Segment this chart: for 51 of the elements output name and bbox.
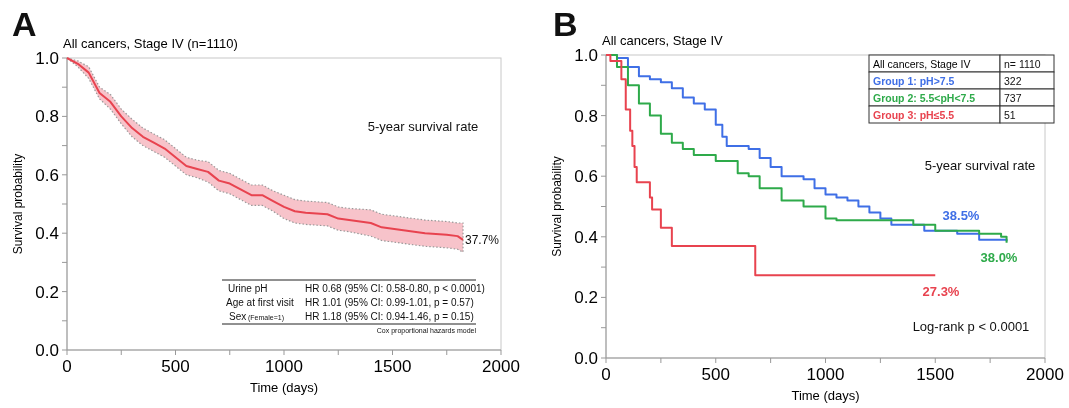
text: Group 1: pH>7.5: [873, 74, 955, 87]
y-tick-label: 0.4: [574, 227, 598, 247]
annotation: 322: [1004, 75, 1022, 87]
annotation: HR 1.01 (95% CI: 0.99-1.01, p = 0.57): [305, 297, 474, 308]
text: B: [553, 5, 578, 43]
text: Group 2: 5.5<pH<7.5: [873, 91, 976, 104]
x-tick-label: 1500: [373, 357, 412, 376]
x-tick-label: 0: [601, 365, 611, 384]
annotation: 737: [1004, 92, 1022, 104]
y-tick-label: 1.0: [574, 46, 598, 65]
y-tick-label: 0.0: [35, 341, 59, 360]
text: Group 3: pH≤5.5: [873, 108, 955, 121]
annotation: Log-rank p < 0.0001: [912, 319, 1030, 334]
annotation: n= 1110: [1004, 58, 1041, 70]
annotation: 38.0%: [980, 250, 1018, 265]
x-tick-label: 1500: [916, 365, 955, 384]
y-tick-label: 0.8: [574, 106, 598, 126]
x-tick-label: 0: [62, 357, 72, 376]
y-tick-label: 0.2: [35, 282, 59, 302]
y-tick-label: 0.0: [574, 349, 598, 368]
x-axis-title: Time (days): [249, 380, 319, 395]
y-tick-label: 1.0: [35, 49, 59, 68]
x-tick-label: 500: [161, 357, 190, 376]
annotation: Sex: [229, 311, 247, 322]
x-axis-title: Time (days): [791, 388, 860, 403]
y-tick-label: 0.8: [35, 107, 59, 127]
text: A: [12, 5, 37, 43]
y-axis-title: Survival probability: [550, 156, 564, 257]
y-tick-label: 0.2: [574, 288, 598, 308]
annotation: HR 1.18 (95% CI: 0.94-1.46, p = 0.15): [305, 311, 474, 322]
annotation: 5-year survival rate: [924, 158, 1036, 173]
annotation: 37.7%: [465, 233, 500, 247]
annotation: 5-year survival rate: [367, 119, 479, 134]
annotation: 27.3%: [922, 284, 960, 299]
x-tick-label: 2000: [482, 357, 520, 376]
x-tick-label: 1000: [806, 365, 845, 384]
y-axis-title: Survival probability: [11, 153, 25, 255]
y-tick-label: 0.6: [35, 165, 59, 185]
annotation: Age at first visit: [226, 297, 295, 308]
annotation: 51: [1004, 109, 1016, 121]
annotation: 38.5%: [942, 208, 980, 223]
x-tick-label: 2000: [1026, 365, 1064, 384]
y-tick-label: 0.4: [35, 224, 59, 244]
chart-title: All cancers, Stage IV (n=1110): [63, 36, 238, 51]
legend-title: All cancers, Stage IV: [873, 57, 971, 70]
y-tick-label: 0.6: [574, 167, 598, 187]
annotation: Urine pH: [228, 283, 268, 294]
annotation: HR 0.68 (95% CI: 0.58-0.80, p < 0.0001): [305, 283, 485, 294]
chart-title: All cancers, Stage IV: [602, 33, 723, 48]
x-tick-label: 500: [701, 365, 730, 384]
x-tick-label: 1000: [265, 357, 303, 376]
